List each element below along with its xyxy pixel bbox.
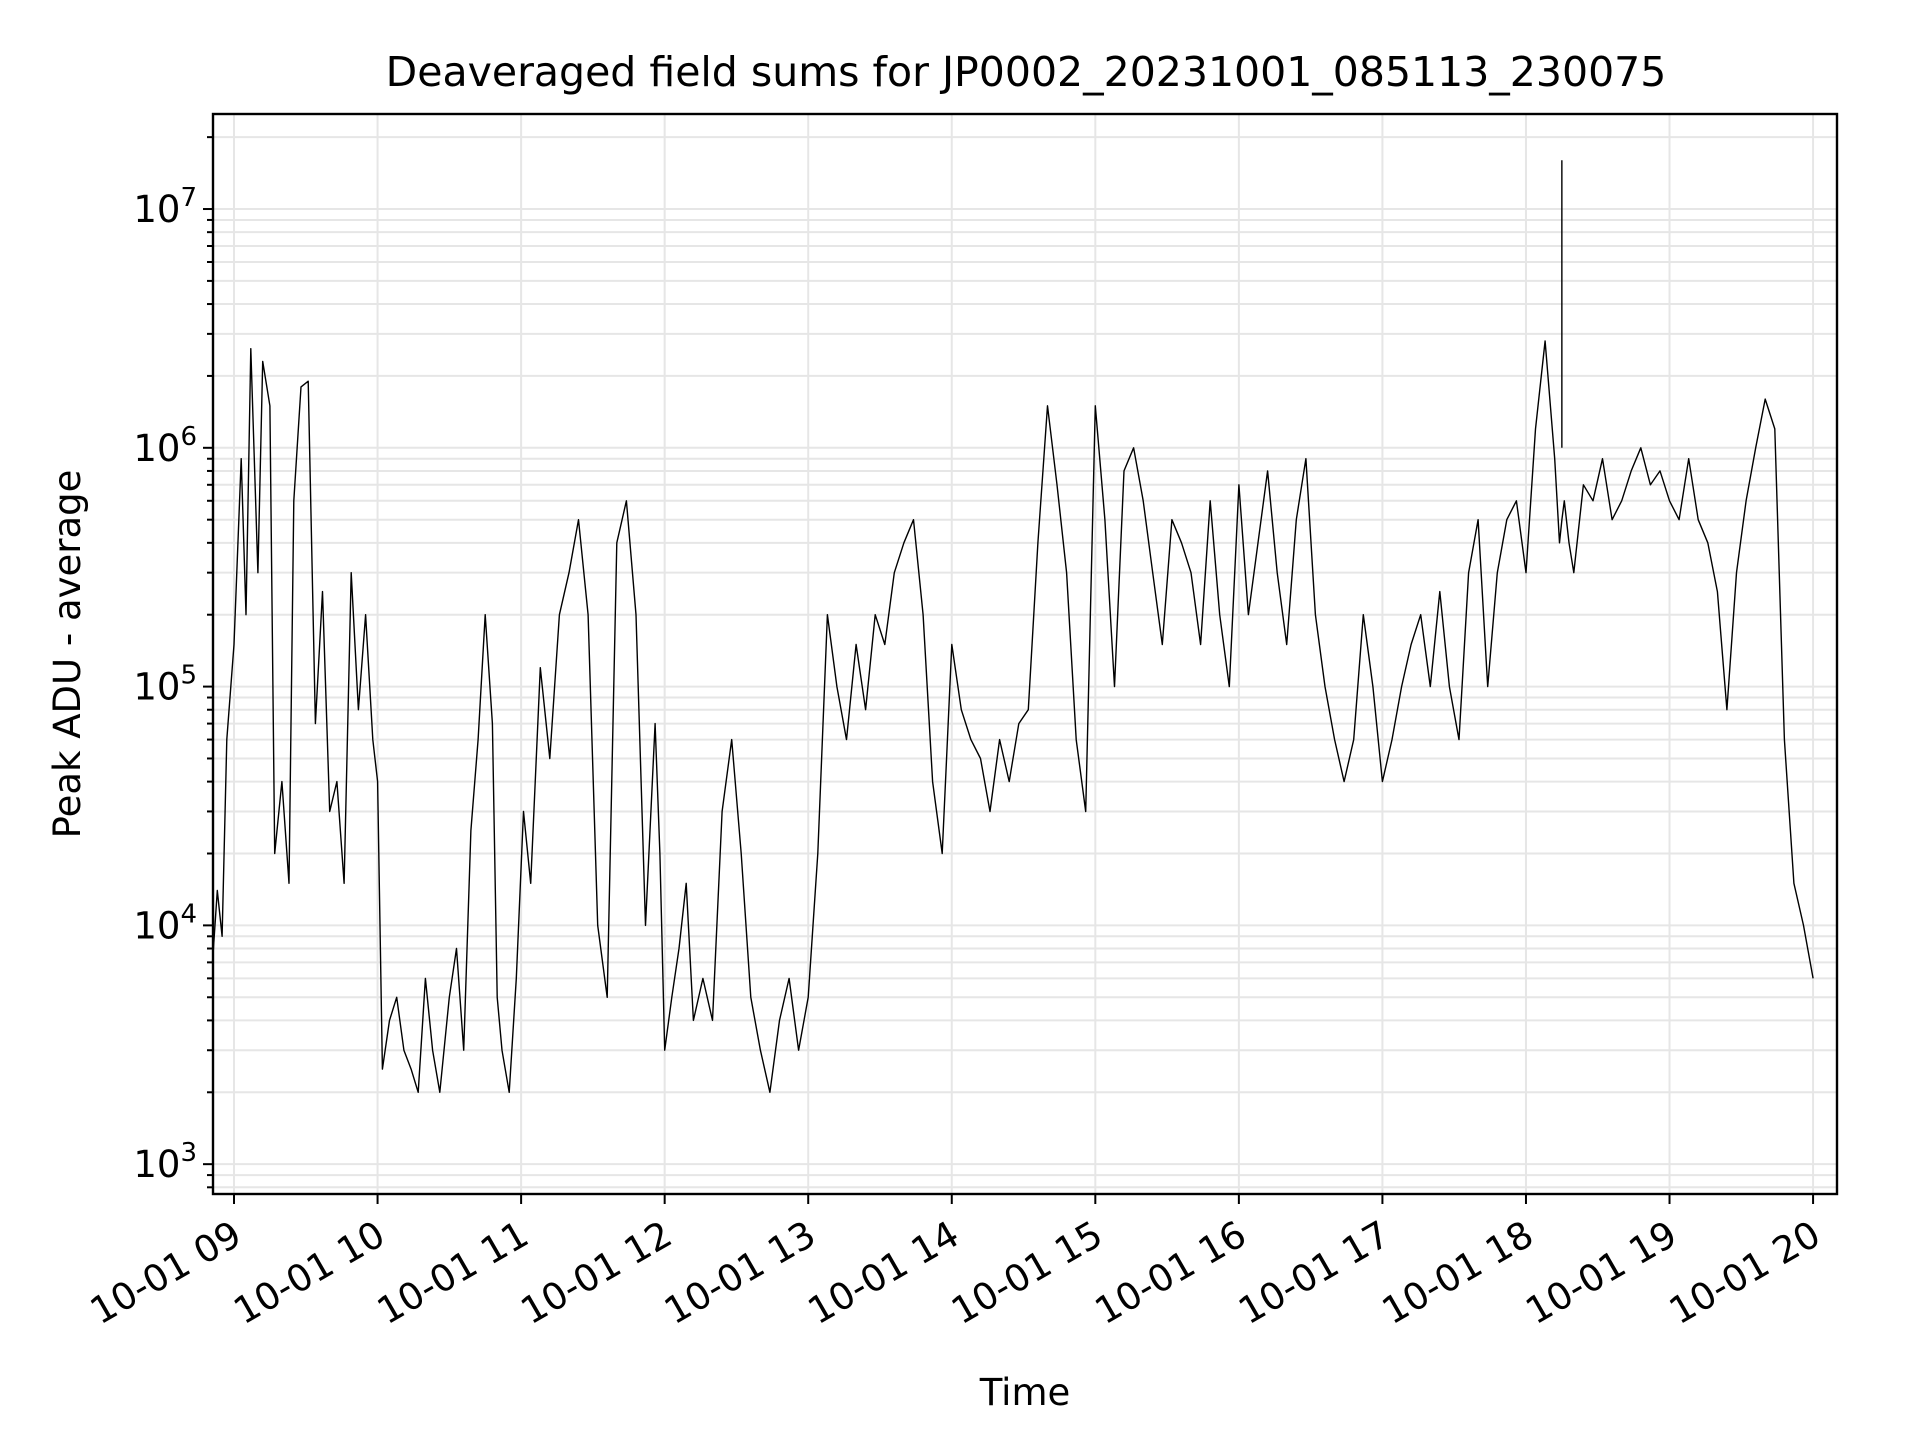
y-tick-label-exponent: 7 (180, 183, 197, 213)
series-line (211, 340, 1814, 1094)
y-tick-label-exponent: 3 (180, 1138, 197, 1168)
y-tick-label: 105 (133, 661, 197, 709)
y-tick-label-exponent: 5 (180, 661, 197, 691)
grid (213, 114, 1837, 1194)
y-tick-label: 103 (133, 1138, 197, 1186)
series-layer (211, 160, 1814, 1094)
y-tick-label-exponent: 4 (180, 899, 197, 929)
y-tick-label: 106 (133, 422, 197, 470)
y-tick-label-exponent: 6 (180, 422, 197, 452)
y-tick-label-base: 10 (133, 1143, 180, 1186)
y-tick-label-base: 10 (133, 188, 180, 231)
y-tick-label-base: 10 (133, 427, 180, 470)
plot-frame (211, 112, 1839, 1196)
y-tick-label: 104 (133, 899, 197, 947)
y-tick-label-base: 10 (133, 904, 180, 947)
y-axis-label: Peak ADU - average (46, 470, 89, 839)
y-tick-label: 107 (133, 183, 197, 231)
x-axis-label: Time (979, 1371, 1071, 1414)
y-tick-label-base: 10 (133, 666, 180, 709)
chart-title: Deaveraged field sums for JP0002_2023100… (386, 48, 1667, 96)
